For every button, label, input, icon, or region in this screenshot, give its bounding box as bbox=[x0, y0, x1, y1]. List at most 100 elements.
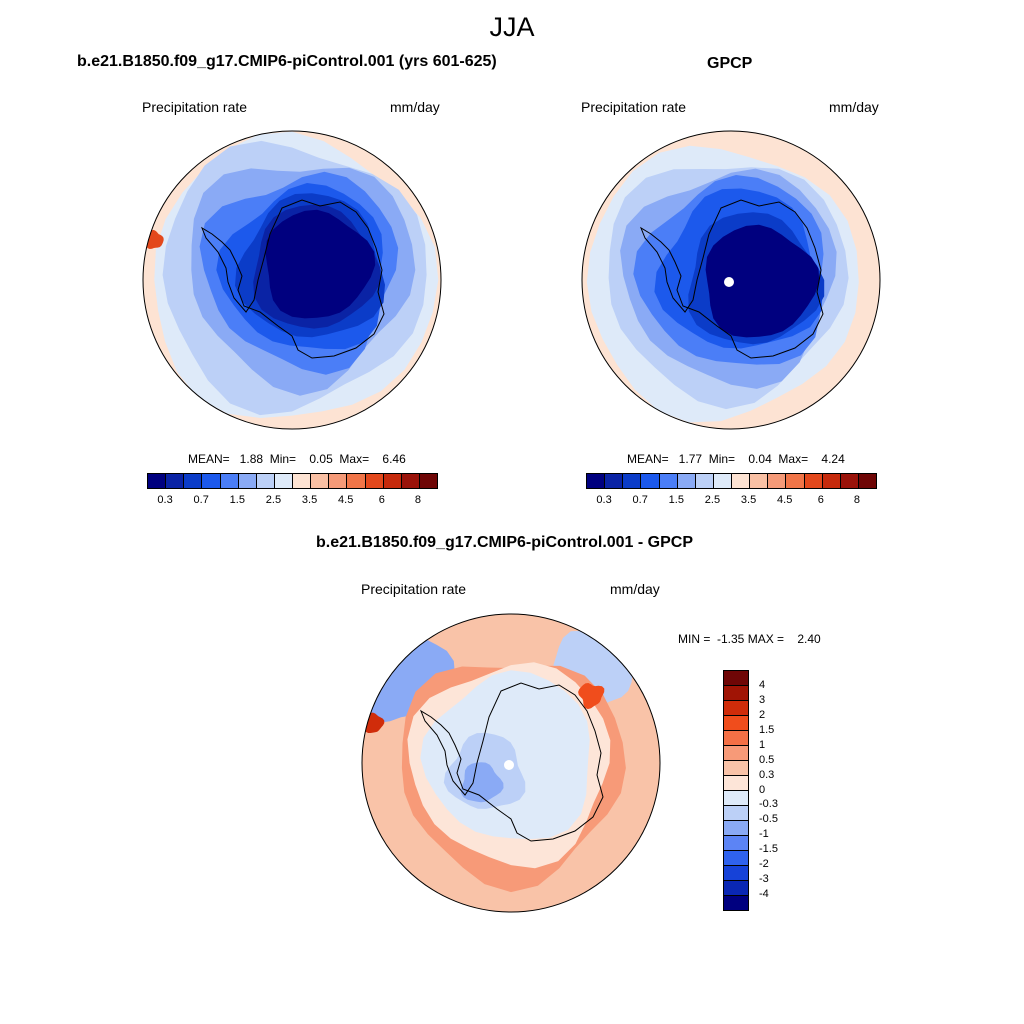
panel3-title: b.e21.B1850.f09_g17.CMIP6-piControl.001 … bbox=[316, 534, 694, 551]
panel2-colorbar-swatch bbox=[641, 474, 660, 488]
panel2-colorbar-swatch bbox=[587, 474, 606, 488]
pole-missing-data-dot bbox=[504, 760, 514, 770]
panel1-colorbar-swatch bbox=[202, 474, 221, 488]
panel1-colorbar-tick-label: 1.5 bbox=[229, 494, 245, 506]
panel3-colorbar-swatch bbox=[724, 776, 748, 791]
shaded-field-region bbox=[578, 683, 605, 710]
panel3-colorbar-swatch bbox=[724, 761, 748, 776]
panel1-colorbar-swatch bbox=[220, 474, 239, 488]
antarctica-coastline bbox=[639, 199, 824, 359]
panel1-stats: MEAN= 1.88 Min= 0.05 Max= 6.46 bbox=[188, 452, 406, 466]
panel3-colorbar-swatch bbox=[724, 701, 748, 716]
panel1-variable-label: Precipitation rate bbox=[142, 99, 248, 115]
panel2-colorbar-tick-label: 0.3 bbox=[596, 494, 612, 506]
panel2-colorbar-swatch bbox=[768, 474, 787, 488]
panel1-colorbar-swatch bbox=[293, 474, 312, 488]
pole-missing-data-dot bbox=[724, 277, 734, 287]
panel2-colorbar-ticks: 0.3 0.7 1.5 2.5 3.5 4.5 6 8 bbox=[586, 494, 875, 508]
panel1-colorbar-swatch bbox=[401, 474, 420, 488]
panel3-colorbar-tick-label: -2 bbox=[759, 858, 769, 871]
panel1-title: b.e21.B1850.f09_g17.CMIP6-piControl.001 … bbox=[77, 53, 497, 70]
panel1-colorbar-ticks: 0.3 0.7 1.5 2.5 3.5 4.5 6 8 bbox=[147, 494, 436, 508]
panel3-colorbar-swatch bbox=[724, 731, 748, 746]
panel2-colorbar-swatch bbox=[786, 474, 805, 488]
panel1-colorbar-swatch bbox=[347, 474, 366, 488]
shaded-field-region bbox=[705, 224, 820, 338]
panel1-colorbar bbox=[147, 473, 438, 489]
panel2-stats: MEAN= 1.77 Min= 0.04 Max= 4.24 bbox=[627, 452, 845, 466]
panel2-colorbar-swatch bbox=[732, 474, 751, 488]
panel2-colorbar-swatch bbox=[822, 474, 841, 488]
panel3-colorbar-swatch bbox=[724, 716, 748, 731]
panel2-colorbar-swatch bbox=[695, 474, 714, 488]
panel2-colorbar-tick-label: 8 bbox=[853, 494, 860, 506]
antarctica-coastline bbox=[200, 199, 385, 359]
panel3-colorbar-tick-label: 1.5 bbox=[759, 723, 775, 736]
panel3-colorbar-swatch bbox=[724, 881, 748, 896]
panel3-colorbar-tick-label: -1.5 bbox=[759, 843, 778, 856]
panel3-colorbar-swatch bbox=[724, 851, 748, 866]
panel3-colorbar-swatch bbox=[724, 806, 748, 821]
panel2-colorbar-swatch bbox=[840, 474, 859, 488]
main-title: JJA bbox=[489, 12, 535, 42]
panel3-colorbar-swatch bbox=[724, 791, 748, 806]
panel3-stats: MIN = -1.35 MAX = 2.40 bbox=[678, 632, 821, 646]
panel1-colorbar-tick-label: 3.5 bbox=[301, 494, 318, 506]
panel1-colorbar-swatch bbox=[365, 474, 384, 488]
panel3-colorbar bbox=[723, 670, 749, 911]
panel1-colorbar-tick-label: 2.5 bbox=[265, 494, 282, 506]
panel1-colorbar-tick-label: 0.3 bbox=[157, 494, 173, 506]
panel2-variable-label: Precipitation rate bbox=[581, 99, 687, 115]
panel2-colorbar bbox=[586, 473, 877, 489]
panel2-colorbar-swatch bbox=[605, 474, 624, 488]
panel3-colorbar-tick-label: -3 bbox=[759, 873, 769, 886]
panel3-colorbar-tick-label: -0.3 bbox=[759, 798, 778, 811]
panel3-colorbar-swatch bbox=[724, 746, 748, 761]
panel1-colorbar-swatch bbox=[419, 474, 437, 488]
map-border bbox=[361, 613, 661, 913]
panel2-colorbar-tick-label: 1.5 bbox=[668, 494, 684, 506]
panel3-colorbar-tick-label: 4 bbox=[759, 678, 766, 691]
map-border bbox=[581, 130, 881, 430]
panel3-units-label: mm/day bbox=[610, 581, 660, 597]
panel1-colorbar-swatch bbox=[238, 474, 257, 488]
panel2-colorbar-swatch bbox=[677, 474, 696, 488]
panel2-colorbar-tick-label: 0.7 bbox=[632, 494, 648, 506]
panel2-colorbar-swatch bbox=[713, 474, 732, 488]
panel1-colorbar-swatch bbox=[148, 474, 167, 488]
panel1-colorbar-swatch bbox=[383, 474, 402, 488]
panel1-colorbar-swatch bbox=[166, 474, 185, 488]
panel2-colorbar-swatch bbox=[804, 474, 823, 488]
panel2-colorbar-tick-label: 4.5 bbox=[777, 494, 793, 506]
panel3-colorbar-tick-label: -0.5 bbox=[759, 813, 778, 826]
gpcp-precip-map bbox=[581, 130, 881, 430]
panel3-colorbar-swatch bbox=[724, 686, 748, 701]
panel3-variable-label: Precipitation rate bbox=[361, 581, 467, 597]
panel3-colorbar-tick-label: 0 bbox=[759, 783, 766, 796]
panel2-colorbar-swatch bbox=[750, 474, 769, 488]
model-precip-map bbox=[142, 130, 442, 430]
panel1-colorbar-tick-label: 8 bbox=[414, 494, 421, 506]
panel3-colorbar-tick-label: -4 bbox=[759, 888, 769, 901]
panel1-colorbar-tick-label: 4.5 bbox=[338, 494, 354, 506]
panel3-colorbar-tick-label: 3 bbox=[759, 693, 766, 706]
panel3-colorbar-tick-label: -1 bbox=[759, 828, 769, 841]
panel2-title: GPCP bbox=[707, 55, 753, 72]
panel1-colorbar-swatch bbox=[256, 474, 275, 488]
panel2-colorbar-swatch bbox=[858, 474, 876, 488]
panel1-colorbar-swatch bbox=[329, 474, 348, 488]
map-border bbox=[142, 130, 442, 430]
panel3-colorbar-swatch bbox=[724, 821, 748, 836]
panel3-colorbar-swatch bbox=[724, 671, 748, 686]
panel3-colorbar-tick-label: 2 bbox=[759, 708, 766, 721]
panel3-colorbar-tick-label: 0.3 bbox=[759, 768, 775, 781]
panel2-colorbar-tick-label: 6 bbox=[817, 494, 824, 506]
panel2-colorbar-swatch bbox=[659, 474, 678, 488]
panel1-colorbar-swatch bbox=[311, 474, 330, 488]
panel3-colorbar-swatch bbox=[724, 836, 748, 851]
panel2-colorbar-swatch bbox=[623, 474, 642, 488]
antarctica-coastline bbox=[419, 682, 604, 842]
panel3-colorbar-ticks: 4 3 2 1.5 1 0.5 0.3 0 -0.3 -0.5 -1 -1.5 -2 -3 -4 bbox=[759, 670, 799, 909]
panel1-units-label: mm/day bbox=[390, 99, 440, 115]
panel1-colorbar-tick-label: 6 bbox=[378, 494, 385, 506]
